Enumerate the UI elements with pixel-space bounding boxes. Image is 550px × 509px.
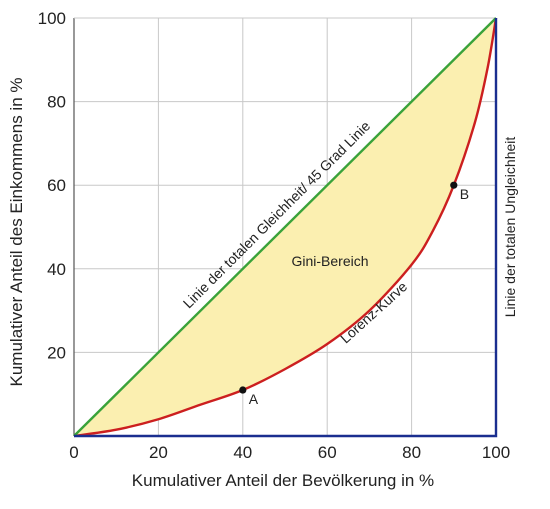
y-axis-title: Kumulativer Anteil des Einkommens in % (7, 78, 26, 387)
x-tick-label: 20 (149, 443, 168, 462)
x-tick-label: 100 (482, 443, 510, 462)
y-tick-label: 100 (38, 9, 66, 28)
x-tick-label: 40 (233, 443, 252, 462)
inequality-line (74, 18, 498, 438)
x-axis-title: Kumulativer Anteil der Bevölkerung in % (132, 471, 434, 490)
y-tick-label: 60 (47, 176, 66, 195)
x-tick-label: 80 (402, 443, 421, 462)
x-tick-label: 60 (318, 443, 337, 462)
point-a (239, 386, 247, 394)
point-label-b: B (460, 186, 469, 202)
point-b (450, 181, 458, 189)
y-tick-label: 40 (47, 260, 66, 279)
gini-area-label: Gini-Bereich (291, 253, 368, 269)
y-tick-label: 20 (47, 343, 66, 362)
y-tick-label: 80 (47, 93, 66, 112)
equality-line (73, 17, 497, 437)
lorenz-curve-line (73, 17, 498, 438)
x-tick-label: 0 (69, 443, 78, 462)
inequality-line-label: Linie der totalen Ungleichheit (502, 137, 518, 318)
point-label-a: A (249, 391, 259, 407)
tick-labels: 0 20 40 60 80 100 20 40 60 80 100 (38, 9, 511, 462)
data-points: AB (239, 181, 469, 407)
